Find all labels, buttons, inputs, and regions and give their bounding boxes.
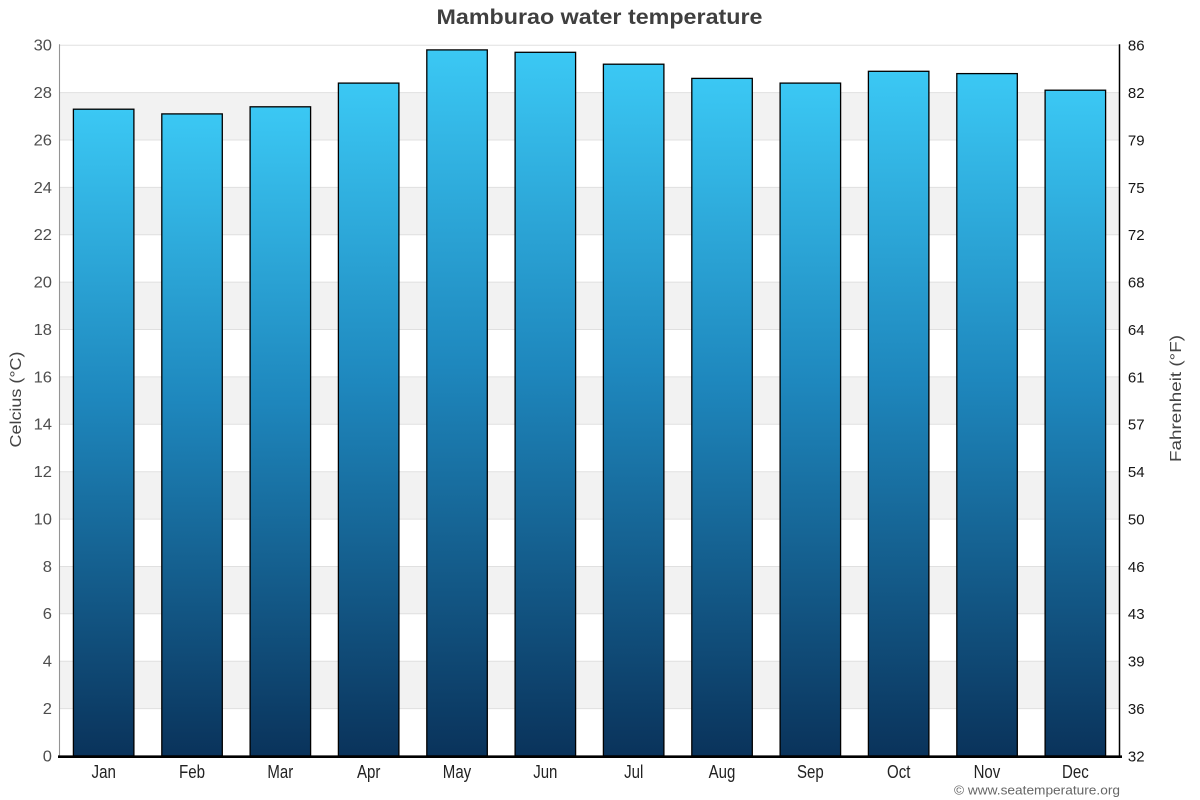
svg-text:75: 75 [1128, 180, 1145, 197]
svg-text:57: 57 [1128, 417, 1145, 434]
svg-text:Aug: Aug [709, 762, 736, 782]
svg-text:24: 24 [34, 180, 53, 197]
svg-text:54: 54 [1128, 464, 1145, 481]
svg-text:4: 4 [43, 654, 53, 671]
svg-text:0: 0 [43, 748, 53, 765]
svg-text:2: 2 [43, 701, 52, 718]
svg-text:6: 6 [43, 606, 52, 623]
svg-text:Nov: Nov [974, 762, 1001, 782]
svg-text:Jun: Jun [533, 762, 557, 782]
svg-text:Celcius (°C): Celcius (°C) [8, 352, 25, 448]
svg-text:20: 20 [34, 275, 53, 292]
svg-text:16: 16 [34, 369, 52, 386]
svg-text:28: 28 [34, 85, 52, 102]
svg-text:Jul: Jul [624, 762, 643, 782]
svg-text:79: 79 [1128, 132, 1145, 149]
svg-text:36: 36 [1128, 701, 1145, 718]
svg-text:Apr: Apr [357, 762, 380, 782]
svg-text:Jan: Jan [92, 762, 116, 782]
svg-text:Mar: Mar [267, 762, 293, 782]
svg-text:May: May [443, 762, 471, 782]
svg-text:43: 43 [1128, 606, 1145, 623]
svg-text:Sep: Sep [797, 762, 824, 782]
svg-text:86: 86 [1128, 38, 1145, 55]
svg-text:32: 32 [1128, 748, 1145, 765]
svg-text:50: 50 [1128, 512, 1145, 529]
svg-text:39: 39 [1128, 654, 1145, 671]
svg-text:64: 64 [1128, 322, 1145, 339]
svg-text:82: 82 [1128, 85, 1145, 102]
svg-text:© www.seatemperature.org: © www.seatemperature.org [954, 783, 1120, 798]
svg-text:61: 61 [1128, 369, 1145, 386]
svg-text:8: 8 [43, 559, 52, 576]
svg-text:68: 68 [1128, 275, 1145, 292]
svg-text:12: 12 [34, 464, 52, 481]
svg-text:14: 14 [34, 417, 53, 434]
svg-text:22: 22 [34, 227, 52, 244]
svg-text:18: 18 [34, 322, 52, 339]
svg-text:72: 72 [1128, 227, 1145, 244]
svg-text:30: 30 [34, 38, 53, 55]
svg-text:Fahrenheit (°F): Fahrenheit (°F) [1168, 335, 1185, 462]
svg-text:Mamburao water temperature: Mamburao water temperature [437, 6, 763, 29]
svg-text:Oct: Oct [887, 762, 910, 782]
svg-text:Dec: Dec [1062, 762, 1089, 782]
svg-text:10: 10 [34, 512, 53, 529]
svg-text:46: 46 [1128, 559, 1145, 576]
svg-text:Feb: Feb [179, 762, 205, 782]
svg-text:26: 26 [34, 132, 52, 149]
